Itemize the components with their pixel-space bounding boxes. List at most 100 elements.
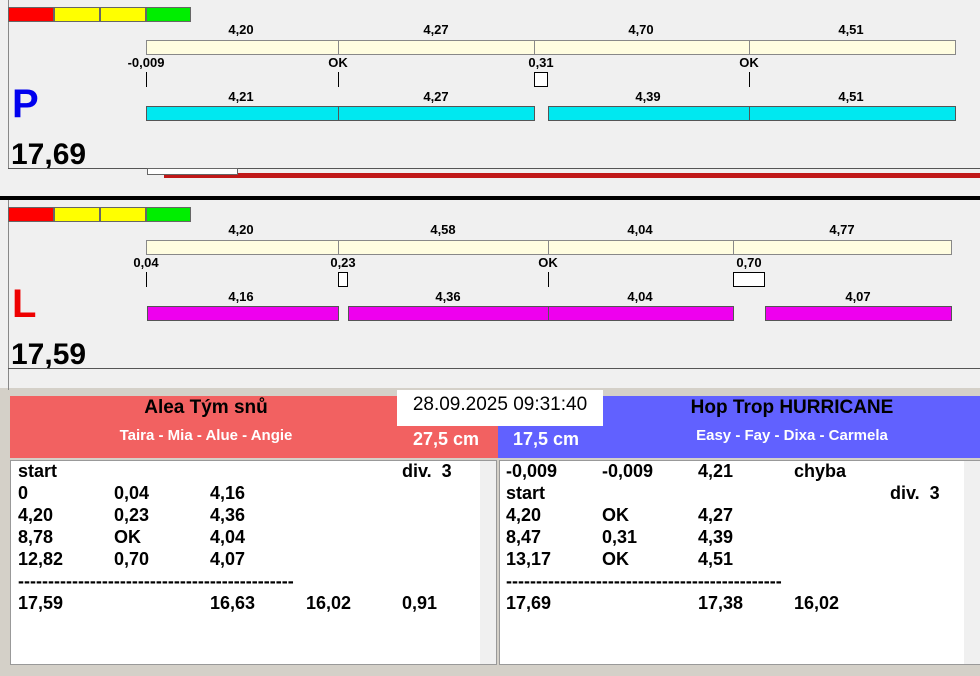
segment-bar — [733, 240, 952, 255]
segment-time: 4,51 — [838, 22, 864, 37]
result-cell: 0,04 — [114, 483, 150, 503]
result-cell: div. 3 — [890, 483, 940, 503]
result-cell: 17,59 — [18, 593, 64, 613]
result-cell: -0,009 — [602, 461, 654, 481]
marker-label: 0,70 — [736, 255, 762, 270]
segment-time: 4,51 — [838, 89, 864, 104]
segment-bar — [147, 306, 339, 321]
segment-time: 4,39 — [635, 89, 661, 104]
segment-bar — [749, 106, 956, 121]
marker-label: 0,31 — [528, 55, 554, 70]
lane-total: 17,69 — [11, 138, 87, 171]
segment-time: 4,07 — [845, 289, 871, 304]
result-cell: 4,16 — [210, 483, 246, 503]
segment-bar — [548, 106, 750, 121]
result-cell: 0,91 — [402, 593, 438, 613]
marker-label: 0,04 — [133, 255, 159, 270]
timestamp: 28.09.2025 09:31:40 — [397, 390, 603, 426]
result-cell: 4,21 — [698, 461, 734, 481]
panel-border — [8, 200, 9, 390]
segment-bar — [338, 106, 535, 121]
light — [100, 207, 146, 222]
light — [146, 207, 191, 222]
tick — [338, 72, 339, 87]
result-cell: 4,20 — [506, 505, 542, 525]
divider — [0, 196, 980, 200]
progress-red — [164, 173, 980, 178]
result-cell: div. 3 — [402, 461, 452, 481]
segment-time: 4,27 — [423, 89, 449, 104]
result-cell: 17,38 — [698, 593, 744, 613]
segment-bar — [534, 40, 750, 55]
light — [54, 7, 100, 22]
result-cell: start — [506, 483, 546, 503]
dog-height: 17,5 cm — [513, 429, 580, 449]
marker-label: -0,009 — [127, 55, 165, 70]
scrollbar[interactable] — [480, 461, 496, 664]
separator: ----------------------------------------… — [18, 571, 294, 591]
fault-box — [534, 72, 548, 87]
light — [100, 7, 146, 22]
segment-bar — [348, 306, 549, 321]
team-members: Easy - Fay - Dixa - Carmela — [696, 427, 888, 444]
result-cell: OK — [114, 527, 141, 547]
segment-time: 4,04 — [627, 222, 653, 237]
result-cell: 4,39 — [698, 527, 734, 547]
segment-bar — [146, 106, 339, 121]
result-cell: 16,63 — [210, 593, 256, 613]
result-cell: 0,31 — [602, 527, 638, 547]
segment-bar — [749, 40, 956, 55]
segment-bar — [146, 40, 339, 55]
separator: ----------------------------------------… — [506, 571, 782, 591]
result-cell: 0,70 — [114, 549, 150, 569]
light — [8, 7, 54, 22]
left-list — [10, 460, 497, 665]
result-cell: 0 — [18, 483, 29, 503]
dog-height: 27,5 cm — [413, 429, 480, 449]
result-cell: 8,47 — [506, 527, 542, 547]
result-cell: 16,02 — [794, 593, 840, 613]
scrollbar[interactable] — [964, 461, 980, 664]
result-cell: OK — [602, 549, 629, 569]
baseline — [8, 368, 980, 369]
marker-label: 0,23 — [330, 255, 356, 270]
fault-box — [733, 272, 765, 287]
fault-box — [338, 272, 348, 287]
baseline — [8, 168, 980, 169]
segment-time: 4,21 — [228, 89, 254, 104]
result-cell: 4,36 — [210, 505, 246, 525]
panel-border — [8, 0, 9, 168]
tick — [146, 272, 147, 287]
result-cell: 13,17 — [506, 549, 552, 569]
tick — [548, 272, 549, 287]
marker-label: OK — [538, 255, 558, 270]
tick — [749, 72, 750, 87]
segment-time: 4,70 — [628, 22, 654, 37]
segment-time: 4,04 — [627, 289, 653, 304]
marker-label: OK — [739, 55, 759, 70]
segment-time: 4,77 — [829, 222, 855, 237]
team-members: Taira - Mia - Alue - Angie — [119, 427, 293, 444]
result-cell: 16,02 — [306, 593, 352, 613]
lane-letter: L — [12, 282, 37, 326]
team-name: Hop Trop HURRICANE — [690, 397, 894, 418]
segment-time: 4,27 — [423, 22, 449, 37]
result-cell: 4,04 — [210, 527, 246, 547]
result-cell: 4,07 — [210, 549, 246, 569]
segment-time: 4,20 — [228, 222, 254, 237]
result-cell: OK — [602, 505, 629, 525]
result-cell: 17,69 — [506, 593, 552, 613]
result-cell: 4,27 — [698, 505, 734, 525]
light — [146, 7, 191, 22]
lane-total: 17,59 — [11, 338, 87, 371]
segment-bar — [146, 240, 339, 255]
team-name: Alea Tým snů — [144, 397, 268, 418]
result-cell: chyba — [794, 461, 847, 481]
tick — [146, 72, 147, 87]
segment-time: 4,36 — [435, 289, 461, 304]
result-cell: 4,51 — [698, 549, 734, 569]
result-cell: 8,78 — [18, 527, 54, 547]
progress-box — [147, 168, 238, 175]
segment-bar — [338, 240, 549, 255]
